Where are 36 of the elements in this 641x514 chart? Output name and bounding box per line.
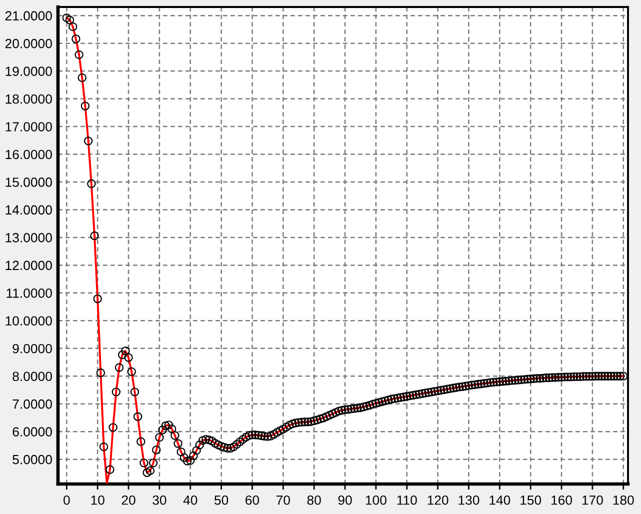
x-tick-label: 10 bbox=[91, 495, 104, 505]
x-tick-label: 60 bbox=[246, 495, 260, 505]
y-tick-label: 6.0000 bbox=[12, 427, 52, 436]
x-tick-label: 100 bbox=[366, 495, 386, 505]
y-tick-label: 7.0000 bbox=[12, 399, 52, 409]
y-tick-label: 15.0000 bbox=[6, 178, 52, 187]
x-tick-label: 160 bbox=[552, 495, 572, 505]
x-tick-label: 90 bbox=[338, 495, 352, 505]
x-tick-label: 110 bbox=[397, 495, 417, 505]
x-tick-label: 120 bbox=[428, 495, 448, 505]
x-tick-label: 80 bbox=[307, 495, 321, 505]
y-tick-label: 18.0000 bbox=[6, 94, 52, 104]
y-tick-label: 14.0000 bbox=[6, 205, 52, 215]
x-tick-label: 30 bbox=[152, 495, 166, 505]
y-tick-label: 10.0000 bbox=[6, 316, 52, 326]
y-tick-label: 20.0000 bbox=[5, 38, 52, 48]
y-tick-label: 13.0000 bbox=[6, 233, 52, 242]
y-tick-label: 9.0000 bbox=[12, 344, 52, 354]
x-tick-label: 40 bbox=[183, 495, 198, 505]
y-tick-label: 17.0000 bbox=[6, 122, 52, 132]
x-tick-label: 140 bbox=[490, 495, 510, 505]
x-tick-label: 180 bbox=[613, 495, 634, 505]
x-tick-label: 130 bbox=[458, 495, 480, 505]
x-tick-label: 20 bbox=[122, 495, 136, 505]
y-tick-label: 5.0000 bbox=[12, 454, 52, 464]
y-tick-label: 8.0000 bbox=[12, 372, 52, 382]
x-tick-label: 170 bbox=[582, 495, 603, 505]
y-tick-label: 12.0000 bbox=[6, 260, 52, 270]
x-tick-label: 150 bbox=[520, 495, 542, 505]
y-tick-label: 11.0000 bbox=[6, 288, 52, 298]
x-tick-label: 70 bbox=[276, 495, 290, 505]
x-tick-label: 0 bbox=[64, 495, 70, 505]
x-tick-label: 50 bbox=[214, 495, 228, 505]
y-tick-label: 19.0000 bbox=[6, 66, 52, 76]
y-tick-label: 21.0000 bbox=[5, 11, 52, 21]
y-tick-label: 16.0000 bbox=[6, 150, 52, 160]
